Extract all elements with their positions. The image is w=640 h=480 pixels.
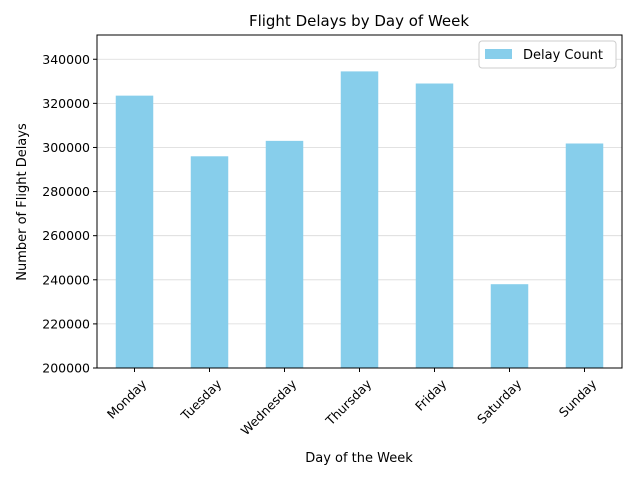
x-tick-label: Tuesday [177,376,225,424]
chart-title: Flight Delays by Day of Week [249,12,469,30]
legend: Delay Count [478,40,617,69]
legend-label: Delay Count [523,48,603,63]
x-tick-label: Saturday [474,376,525,427]
x-axis-label: Day of the Week [305,451,413,466]
x-tick-label: Friday [412,376,450,414]
y-axis: 200000 220000 240000 260000 280000 300000 3200… [42,52,97,376]
y-tick-label: 260000 [42,228,90,243]
y-tick-label: 320000 [42,96,90,111]
y-tick-label: 300000 [42,140,90,155]
x-tick-label: Wednesday [238,376,300,438]
bar-wednesday [265,140,304,368]
x-tick-label: Sunday [556,376,600,420]
bar-tuesday [190,156,229,368]
bar-friday [415,83,454,369]
bars [115,71,604,369]
y-tick-label: 280000 [42,184,90,199]
y-tick-label: 220000 [42,316,90,331]
x-axis: Monday Tuesday Wednesday Thursday Friday Satu… [104,368,600,438]
y-tick-label: 200000 [42,361,90,376]
y-tick-label: 340000 [42,52,90,67]
legend-box [478,40,617,69]
bar-thursday [340,71,379,368]
y-axis-label: Number of Flight Delays [15,123,30,281]
bar-monday [115,95,154,369]
y-tick-label: 240000 [42,272,90,287]
x-tick-label: Thursday [322,376,375,429]
bar-sunday [565,143,604,368]
x-tick-label: Monday [104,376,150,422]
bar-saturday [490,284,529,368]
legend-swatch [485,49,512,59]
